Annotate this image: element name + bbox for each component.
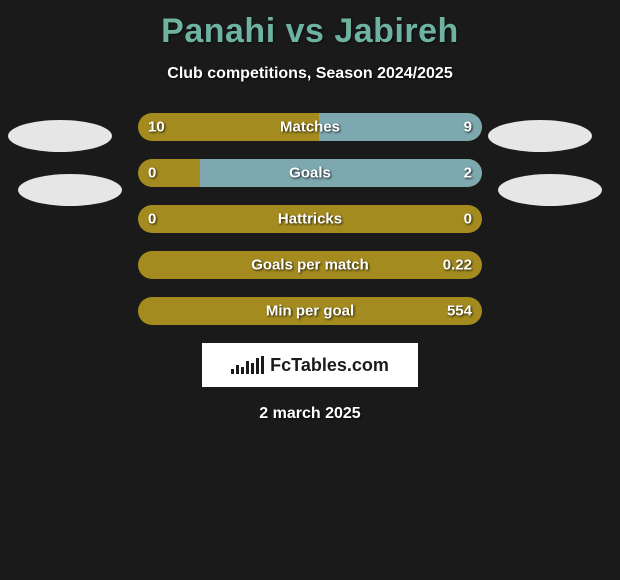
stat-row: 554 Min per goal bbox=[138, 297, 482, 325]
stat-row: 10 9 Matches bbox=[138, 113, 482, 141]
stat-right-value: 0 bbox=[464, 211, 472, 228]
stat-row: 0.22 Goals per match bbox=[138, 251, 482, 279]
stat-right-value: 2 bbox=[464, 165, 472, 182]
stat-row: 0 2 Goals bbox=[138, 159, 482, 187]
stat-bar-right-fill bbox=[319, 113, 482, 141]
stat-metric-label: Hattricks bbox=[278, 211, 342, 228]
fctables-logo: FcTables.com bbox=[202, 343, 418, 387]
stat-left-value: 0 bbox=[148, 211, 156, 228]
team-right-oval-2 bbox=[498, 174, 602, 206]
stat-left-value: 10 bbox=[148, 119, 165, 136]
team-left-oval-2 bbox=[18, 174, 122, 206]
stat-right-value: 554 bbox=[447, 303, 472, 320]
comparison-bars: 10 9 Matches 0 2 Goals 0 0 Hattricks 0.22 Goals pe… bbox=[138, 113, 482, 325]
bar-chart-icon bbox=[231, 356, 264, 374]
team-left-oval-1 bbox=[8, 120, 112, 152]
stat-left-value: 0 bbox=[148, 165, 156, 182]
page-title: Panahi vs Jabireh bbox=[0, 0, 620, 51]
date-label: 2 march 2025 bbox=[0, 405, 620, 423]
logo-text: FcTables.com bbox=[270, 355, 389, 376]
stat-right-value: 9 bbox=[464, 119, 472, 136]
stat-metric-label: Min per goal bbox=[266, 303, 354, 320]
stat-metric-label: Goals per match bbox=[251, 257, 369, 274]
stat-metric-label: Goals bbox=[289, 165, 331, 182]
stat-right-value: 0.22 bbox=[443, 257, 472, 274]
subtitle: Club competitions, Season 2024/2025 bbox=[0, 65, 620, 83]
stat-bar-right-fill bbox=[200, 159, 482, 187]
stat-row: 0 0 Hattricks bbox=[138, 205, 482, 233]
team-right-oval-1 bbox=[488, 120, 592, 152]
stat-metric-label: Matches bbox=[280, 119, 340, 136]
